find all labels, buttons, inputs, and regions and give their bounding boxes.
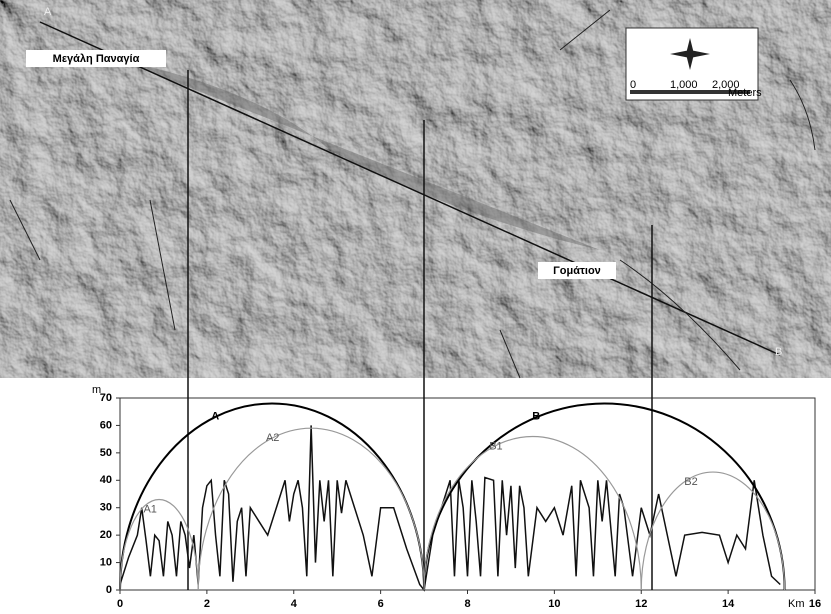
north-arrow	[670, 38, 710, 70]
y-tick-label: 20	[100, 529, 112, 541]
arc-label: B2	[684, 476, 697, 488]
arc	[119, 498, 199, 591]
x-tick-label: 10	[548, 598, 560, 610]
legend-box	[625, 27, 759, 101]
y-tick-label: 40	[100, 474, 112, 486]
scale-label: 0	[630, 79, 636, 91]
x-tick-label: 8	[464, 598, 470, 610]
scale-label: 1,000	[670, 79, 698, 91]
arc-label: A2	[266, 432, 279, 444]
arc-label: B	[532, 410, 540, 422]
point-label: B	[775, 346, 782, 358]
scale-label: Meters	[728, 87, 762, 99]
y-axis-label: m	[92, 384, 101, 396]
x-tick-label: 4	[291, 598, 298, 610]
arc	[197, 428, 425, 591]
y-tick-label: 30	[100, 502, 112, 514]
faults	[9, 9, 816, 379]
profile	[119, 425, 781, 592]
y-tick-label: 0	[106, 584, 112, 596]
arc	[640, 471, 786, 591]
scale-label: 2,000	[712, 79, 740, 91]
arc	[423, 436, 642, 591]
place-label: Γομάτιον	[553, 265, 601, 277]
x-tick-label: 2	[204, 598, 210, 610]
place-label: Μεγάλη Παναγία	[53, 53, 140, 65]
x-tick-label: 6	[378, 598, 384, 610]
x-tick-label: 16	[809, 598, 821, 610]
scale-bar	[630, 90, 750, 94]
point-label: A	[44, 6, 52, 18]
arc-label: A	[211, 410, 219, 422]
profile-line	[39, 21, 781, 356]
label-box	[26, 50, 166, 67]
valley	[120, 60, 600, 250]
y-tick-label: 50	[100, 447, 112, 459]
y-tick-label: 60	[100, 419, 112, 431]
x-axis-label: Km	[788, 598, 805, 610]
arc	[423, 402, 786, 591]
arc-label: A1	[143, 503, 156, 515]
y-tick-label: 70	[100, 392, 112, 404]
y-tick-label: 10	[100, 556, 112, 568]
x-tick-label: 0	[117, 598, 123, 610]
plot-frame	[119, 397, 816, 591]
map: Μεγάλη Παναγία Γομάτιον A B 0 1,000 2,00…	[0, 0, 831, 379]
label-box	[538, 262, 616, 279]
x-tick-label: 14	[722, 598, 735, 610]
arc-label: B1	[489, 440, 502, 452]
x-tick-label: 12	[635, 598, 647, 610]
